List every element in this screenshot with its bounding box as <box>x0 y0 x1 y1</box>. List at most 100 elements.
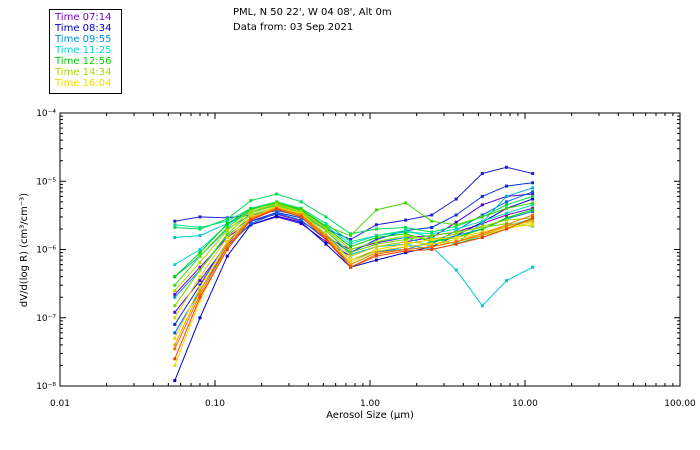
data-point <box>374 258 378 262</box>
data-point <box>299 220 303 224</box>
data-point <box>198 268 202 272</box>
data-point <box>299 215 303 219</box>
data-point <box>430 230 434 234</box>
data-point <box>531 192 535 196</box>
y-axis: 10⁻⁴ 10⁻⁵ 10⁻⁶ 10⁻⁷ 10⁻⁸ <box>36 109 680 392</box>
data-point <box>480 172 484 175</box>
data-point <box>249 210 253 213</box>
data-point <box>531 190 535 194</box>
series-1730 <box>173 207 535 361</box>
data-point <box>454 197 458 201</box>
data-point <box>173 364 177 367</box>
data-point <box>324 234 328 238</box>
data-point <box>324 227 328 231</box>
data-point <box>349 260 353 264</box>
data-point <box>374 242 378 246</box>
legend-item: Time 08:34 <box>55 23 112 34</box>
data-point <box>349 238 353 241</box>
data-point <box>173 316 177 320</box>
x-tick-label: 10.00 <box>512 399 538 409</box>
data-point <box>225 232 229 236</box>
data-point <box>275 211 279 215</box>
data-point <box>480 232 484 236</box>
data-point <box>430 236 434 239</box>
legend-item: Time 09:55 <box>55 34 112 45</box>
legend-item: Time 07:14 <box>55 12 112 23</box>
data-point <box>198 316 202 320</box>
y-tick-label: 10⁻⁸ <box>36 382 56 392</box>
data-point <box>404 245 408 249</box>
data-point <box>374 208 378 212</box>
series-layer <box>173 165 535 383</box>
data-point <box>349 242 353 246</box>
y-tick-label: 10⁻⁴ <box>36 109 56 119</box>
series-line <box>174 191 533 334</box>
data-point <box>531 208 535 212</box>
data-point <box>430 248 434 251</box>
data-point <box>225 229 229 232</box>
data-point <box>505 213 508 217</box>
legend: Time 07:14 Time 08:34 Time 09:55 Time 11… <box>49 9 122 94</box>
data-point <box>374 236 378 239</box>
data-point <box>198 289 202 293</box>
data-point <box>349 258 353 262</box>
data-point <box>225 226 229 229</box>
data-point <box>505 227 508 231</box>
data-point <box>225 240 229 244</box>
data-point <box>374 227 378 231</box>
data-point <box>480 213 484 217</box>
data-point <box>198 279 202 283</box>
data-point <box>349 265 353 269</box>
data-point <box>454 232 458 236</box>
data-point <box>324 236 328 239</box>
data-point <box>505 211 508 215</box>
data-point <box>454 213 458 217</box>
data-point <box>275 202 279 206</box>
data-point <box>374 223 378 227</box>
data-point <box>249 213 253 217</box>
data-point <box>198 292 202 296</box>
data-point <box>454 227 458 231</box>
data-point <box>404 226 408 229</box>
data-point <box>324 232 328 236</box>
data-point <box>225 217 229 221</box>
data-point <box>430 219 434 223</box>
data-point <box>531 201 535 205</box>
data-point <box>505 279 508 283</box>
data-point <box>225 234 229 238</box>
data-point <box>173 226 177 229</box>
data-point <box>531 194 535 198</box>
data-point <box>198 254 202 258</box>
chart-header: PML, N 50 22', W 04 08', Alt 0m Data fro… <box>233 5 392 35</box>
data-point <box>173 283 177 287</box>
data-point <box>324 242 328 246</box>
data-point <box>173 236 177 239</box>
y-axis-label: dV/d(log R) (cm³/cm⁻³) <box>19 193 30 307</box>
data-point <box>299 213 303 217</box>
data-point <box>198 295 202 299</box>
legend-item: Time 16:04 <box>55 78 112 89</box>
data-point <box>430 238 434 241</box>
data-point <box>249 199 253 203</box>
data-point <box>225 254 229 258</box>
data-point <box>454 240 458 244</box>
data-point <box>480 234 484 238</box>
data-point <box>531 172 535 175</box>
data-point <box>480 236 484 239</box>
x-tick-label: 1.00 <box>360 399 380 409</box>
data-point <box>430 242 434 246</box>
data-point <box>404 242 408 246</box>
data-point <box>404 249 408 253</box>
data-point <box>480 203 484 207</box>
data-point <box>198 227 202 231</box>
data-point <box>173 357 177 361</box>
data-point <box>480 304 484 308</box>
data-point <box>173 292 177 296</box>
data-point <box>249 208 253 212</box>
data-point <box>404 201 408 205</box>
x-axis: 0.01 0.10 1.00 10.00 100.00 <box>50 113 696 409</box>
data-point <box>480 219 484 223</box>
data-point <box>249 211 253 215</box>
data-point <box>173 275 177 279</box>
data-point <box>299 218 303 222</box>
